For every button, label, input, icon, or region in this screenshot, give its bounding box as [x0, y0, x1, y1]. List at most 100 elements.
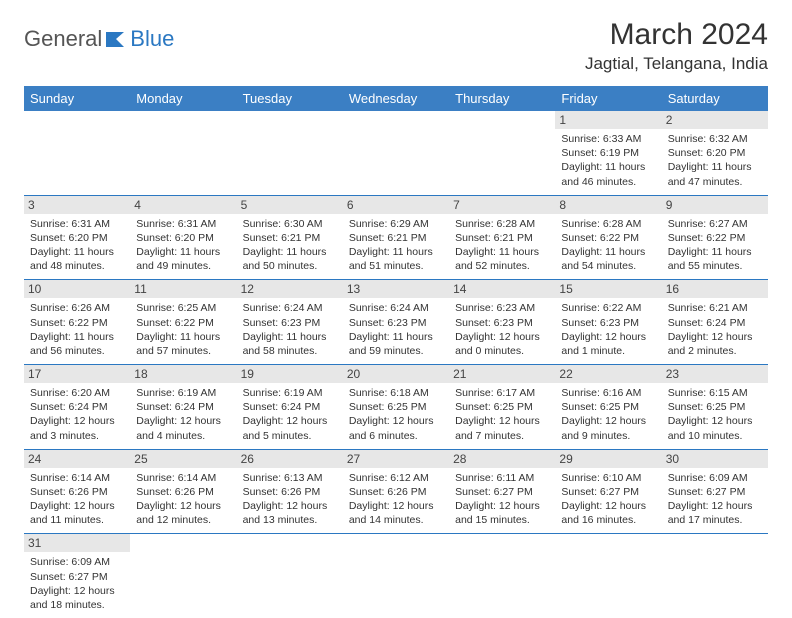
weekday-header: Tuesday: [237, 86, 343, 111]
day-number: 19: [237, 365, 343, 383]
day-info: Sunrise: 6:16 AMSunset: 6:25 PMDaylight:…: [561, 386, 655, 443]
calendar-cell: 11Sunrise: 6:25 AMSunset: 6:22 PMDayligh…: [130, 280, 236, 365]
day-number: 2: [662, 111, 768, 129]
calendar-week-row: 31Sunrise: 6:09 AMSunset: 6:27 PMDayligh…: [24, 534, 768, 618]
daylight-text: Daylight: 12 hours and 11 minutes.: [30, 499, 124, 527]
sunrise-text: Sunrise: 6:15 AM: [668, 386, 762, 400]
day-number: 18: [130, 365, 236, 383]
sunrise-text: Sunrise: 6:11 AM: [455, 471, 549, 485]
day-info: Sunrise: 6:29 AMSunset: 6:21 PMDaylight:…: [349, 217, 443, 274]
day-info: Sunrise: 6:19 AMSunset: 6:24 PMDaylight:…: [136, 386, 230, 443]
day-number: 23: [662, 365, 768, 383]
calendar-cell: 21Sunrise: 6:17 AMSunset: 6:25 PMDayligh…: [449, 365, 555, 450]
flag-icon: [106, 29, 128, 52]
sunset-text: Sunset: 6:20 PM: [136, 231, 230, 245]
sunset-text: Sunset: 6:26 PM: [349, 485, 443, 499]
day-number: 30: [662, 450, 768, 468]
sunset-text: Sunset: 6:23 PM: [561, 316, 655, 330]
daylight-text: Daylight: 12 hours and 15 minutes.: [455, 499, 549, 527]
day-info: Sunrise: 6:31 AMSunset: 6:20 PMDaylight:…: [136, 217, 230, 274]
daylight-text: Daylight: 12 hours and 0 minutes.: [455, 330, 549, 358]
day-number: 31: [24, 534, 130, 552]
day-info: Sunrise: 6:24 AMSunset: 6:23 PMDaylight:…: [349, 301, 443, 358]
day-info: Sunrise: 6:28 AMSunset: 6:21 PMDaylight:…: [455, 217, 549, 274]
calendar-cell: 2 Sunrise: 6:32 AMSunset: 6:20 PMDaylight…: [662, 111, 768, 195]
sunrise-text: Sunrise: 6:31 AM: [136, 217, 230, 231]
sunrise-text: Sunrise: 6:10 AM: [561, 471, 655, 485]
day-number: 26: [237, 450, 343, 468]
calendar-cell: 15 Sunrise: 6:22 AMSunset: 6:23 PMDayligh…: [555, 280, 661, 365]
day-number: 21: [449, 365, 555, 383]
sunrise-text: Sunrise: 6:14 AM: [136, 471, 230, 485]
calendar-cell: 4Sunrise: 6:31 AMSunset: 6:20 PMDaylight…: [130, 195, 236, 280]
calendar-cell: 17Sunrise: 6:20 AMSunset: 6:24 PMDayligh…: [24, 365, 130, 450]
sunrise-text: Sunrise: 6:24 AM: [243, 301, 337, 315]
calendar-cell: 22 Sunrise: 6:16 AMSunset: 6:25 PMDayligh…: [555, 365, 661, 450]
sunset-text: Sunset: 6:27 PM: [455, 485, 549, 499]
calendar-cell: 19Sunrise: 6:19 AMSunset: 6:24 PMDayligh…: [237, 365, 343, 450]
day-number: 22: [555, 365, 661, 383]
sunset-text: Sunset: 6:22 PM: [30, 316, 124, 330]
calendar-cell: 16 Sunrise: 6:21 AMSunset: 6:24 PMDayligh…: [662, 280, 768, 365]
daylight-text: Daylight: 11 hours and 52 minutes.: [455, 245, 549, 273]
day-info: Sunrise: 6:33 AMSunset: 6:19 PMDaylight:…: [561, 132, 655, 189]
calendar-cell: 9Sunrise: 6:27 AMSunset: 6:22 PMDaylight…: [662, 195, 768, 280]
calendar-cell: [237, 534, 343, 618]
day-number: 16: [662, 280, 768, 298]
day-info: Sunrise: 6:15 AMSunset: 6:25 PMDaylight:…: [668, 386, 762, 443]
sunset-text: Sunset: 6:23 PM: [349, 316, 443, 330]
sunset-text: Sunset: 6:27 PM: [668, 485, 762, 499]
day-number: 1: [555, 111, 661, 129]
daylight-text: Daylight: 11 hours and 56 minutes.: [30, 330, 124, 358]
daylight-text: Daylight: 11 hours and 58 minutes.: [243, 330, 337, 358]
day-number: 15: [555, 280, 661, 298]
sunset-text: Sunset: 6:23 PM: [243, 316, 337, 330]
calendar-week-row: 24Sunrise: 6:14 AMSunset: 6:26 PMDayligh…: [24, 449, 768, 534]
day-number: 25: [130, 450, 236, 468]
calendar-cell: [662, 534, 768, 618]
calendar-cell: 24Sunrise: 6:14 AMSunset: 6:26 PMDayligh…: [24, 449, 130, 534]
calendar-cell: 23 Sunrise: 6:15 AMSunset: 6:25 PMDayligh…: [662, 365, 768, 450]
calendar-cell: 8Sunrise: 6:28 AMSunset: 6:22 PMDaylight…: [555, 195, 661, 280]
calendar-week-row: 10Sunrise: 6:26 AMSunset: 6:22 PMDayligh…: [24, 280, 768, 365]
day-info: Sunrise: 6:23 AMSunset: 6:23 PMDaylight:…: [455, 301, 549, 358]
sunrise-text: Sunrise: 6:17 AM: [455, 386, 549, 400]
daylight-text: Daylight: 12 hours and 13 minutes.: [243, 499, 337, 527]
calendar-cell: 5Sunrise: 6:30 AMSunset: 6:21 PMDaylight…: [237, 195, 343, 280]
day-number: 11: [130, 280, 236, 298]
calendar-cell: 31Sunrise: 6:09 AMSunset: 6:27 PMDayligh…: [24, 534, 130, 618]
calendar-week-row: 3Sunrise: 6:31 AMSunset: 6:20 PMDaylight…: [24, 195, 768, 280]
title-block: March 2024 Jagtial, Telangana, India: [585, 18, 768, 74]
logo: General Blue: [24, 18, 174, 52]
calendar-cell: 7Sunrise: 6:28 AMSunset: 6:21 PMDaylight…: [449, 195, 555, 280]
day-info: Sunrise: 6:22 AMSunset: 6:23 PMDaylight:…: [561, 301, 655, 358]
day-number: 5: [237, 196, 343, 214]
sunset-text: Sunset: 6:22 PM: [136, 316, 230, 330]
day-number: 3: [24, 196, 130, 214]
logo-text-general: General: [24, 26, 102, 52]
sunrise-text: Sunrise: 6:31 AM: [30, 217, 124, 231]
day-info: Sunrise: 6:09 AMSunset: 6:27 PMDaylight:…: [668, 471, 762, 528]
sunrise-text: Sunrise: 6:33 AM: [561, 132, 655, 146]
weekday-header: Monday: [130, 86, 236, 111]
calendar-cell: [449, 111, 555, 195]
sunrise-text: Sunrise: 6:26 AM: [30, 301, 124, 315]
day-info: Sunrise: 6:32 AMSunset: 6:20 PMDaylight:…: [668, 132, 762, 189]
calendar-cell: [237, 111, 343, 195]
day-number: 28: [449, 450, 555, 468]
day-number: 17: [24, 365, 130, 383]
calendar-cell: [343, 111, 449, 195]
sunrise-text: Sunrise: 6:28 AM: [561, 217, 655, 231]
day-number: 9: [662, 196, 768, 214]
sunrise-text: Sunrise: 6:30 AM: [243, 217, 337, 231]
weekday-header: Thursday: [449, 86, 555, 111]
daylight-text: Daylight: 11 hours and 59 minutes.: [349, 330, 443, 358]
day-info: Sunrise: 6:21 AMSunset: 6:24 PMDaylight:…: [668, 301, 762, 358]
sunset-text: Sunset: 6:22 PM: [561, 231, 655, 245]
sunset-text: Sunset: 6:26 PM: [136, 485, 230, 499]
sunset-text: Sunset: 6:25 PM: [349, 400, 443, 414]
sunrise-text: Sunrise: 6:12 AM: [349, 471, 443, 485]
calendar-cell: 18 Sunrise: 6:19 AMSunset: 6:24 PMDayligh…: [130, 365, 236, 450]
weekday-header-row: Sunday Monday Tuesday Wednesday Thursday…: [24, 86, 768, 111]
sunset-text: Sunset: 6:19 PM: [561, 146, 655, 160]
